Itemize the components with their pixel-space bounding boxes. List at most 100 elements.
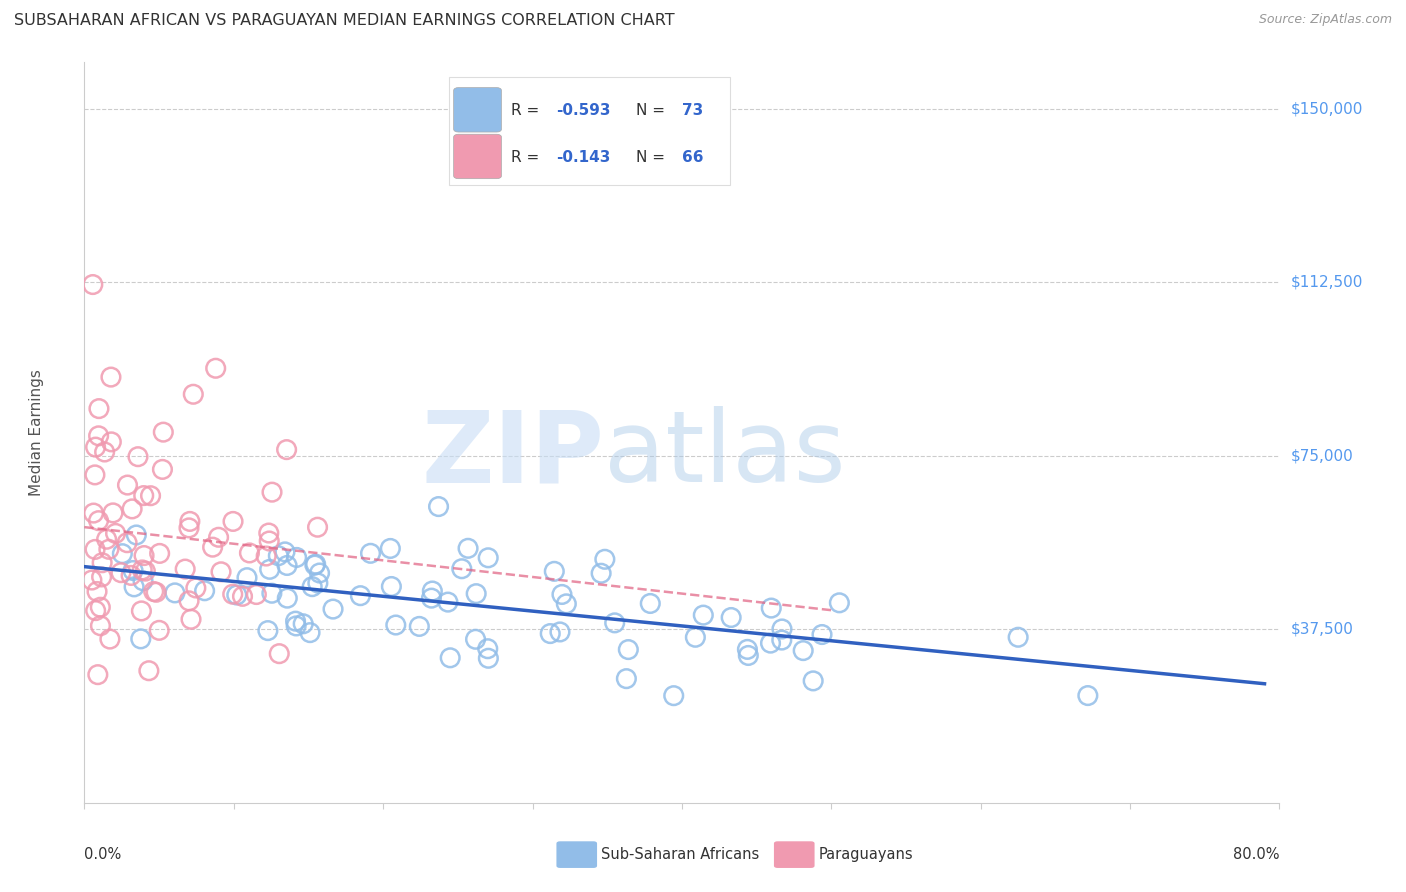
Text: 73: 73 [682,103,703,118]
Point [80,573,103,587]
Point [132,574,155,588]
Point [90,570,112,584]
Point [380,541,402,556]
Point [304,558,326,573]
Text: 66: 66 [682,150,703,165]
Point [267,549,290,563]
Point [131,604,153,618]
Point [89,600,111,615]
Point [110,566,132,580]
Point [84,604,107,618]
Point [100,370,122,384]
FancyBboxPatch shape [454,135,502,178]
Point [82,277,104,292]
Point [477,651,499,665]
Point [152,425,174,439]
Point [86,584,108,599]
Text: $37,500: $37,500 [1291,622,1354,637]
Point [307,576,329,591]
Point [257,534,280,549]
Point [142,584,165,599]
Point [89,618,111,632]
Point [132,489,155,503]
Point [127,450,149,464]
Point [380,580,402,594]
Point [87,429,110,443]
Point [125,528,148,542]
FancyBboxPatch shape [557,841,598,868]
Point [543,565,565,579]
Point [439,650,461,665]
Text: $112,500: $112,500 [1291,275,1362,290]
Point [548,624,571,639]
Point [222,515,245,529]
Point [385,618,408,632]
Point [117,478,139,492]
Point [98,632,121,646]
Point [120,568,142,582]
Text: Paraguayans: Paraguayans [818,847,912,863]
Point [662,689,685,703]
Text: R =: R = [510,150,544,165]
Point [111,547,134,561]
Point [149,546,172,560]
Point [360,546,382,560]
Point [222,587,245,601]
FancyBboxPatch shape [773,841,814,868]
Point [231,590,253,604]
Text: $150,000: $150,000 [1291,101,1362,116]
Point [115,535,138,549]
Point [180,612,202,626]
Point [134,564,156,578]
Point [163,586,186,600]
Point [260,586,283,600]
Point [260,485,283,500]
Point [254,549,277,563]
Point [93,445,115,459]
Point [245,588,267,602]
Point [603,615,626,630]
FancyBboxPatch shape [454,87,502,132]
Point [737,648,759,663]
Point [236,571,259,585]
Point [276,558,298,573]
Point [131,563,153,577]
Point [91,556,114,570]
Point [84,542,107,557]
Point [101,506,124,520]
Point [307,520,329,534]
Point [201,540,224,554]
Text: $75,000: $75,000 [1291,449,1354,463]
Point [184,581,207,595]
Point [685,630,707,644]
Text: 0.0%: 0.0% [84,847,121,863]
Point [450,562,472,576]
Point [84,440,107,454]
Point [209,565,232,579]
Point [194,583,217,598]
Point [420,591,443,606]
Point [616,672,638,686]
Point [770,633,793,648]
Text: N =: N = [637,103,671,118]
FancyBboxPatch shape [449,78,730,185]
Point [792,643,814,657]
Point [305,557,328,571]
Point [121,502,143,516]
Point [225,588,247,602]
Point [811,627,834,641]
Point [292,616,315,631]
Point [100,434,122,449]
Point [591,566,613,581]
Point [145,585,167,599]
Point [276,442,298,457]
Point [83,506,105,520]
Text: atlas: atlas [605,407,846,503]
Point [259,562,281,576]
Point [122,564,145,578]
Text: 80.0%: 80.0% [1233,847,1279,863]
Point [177,521,200,535]
Text: N =: N = [637,150,671,165]
Point [274,545,297,559]
Point [349,589,371,603]
